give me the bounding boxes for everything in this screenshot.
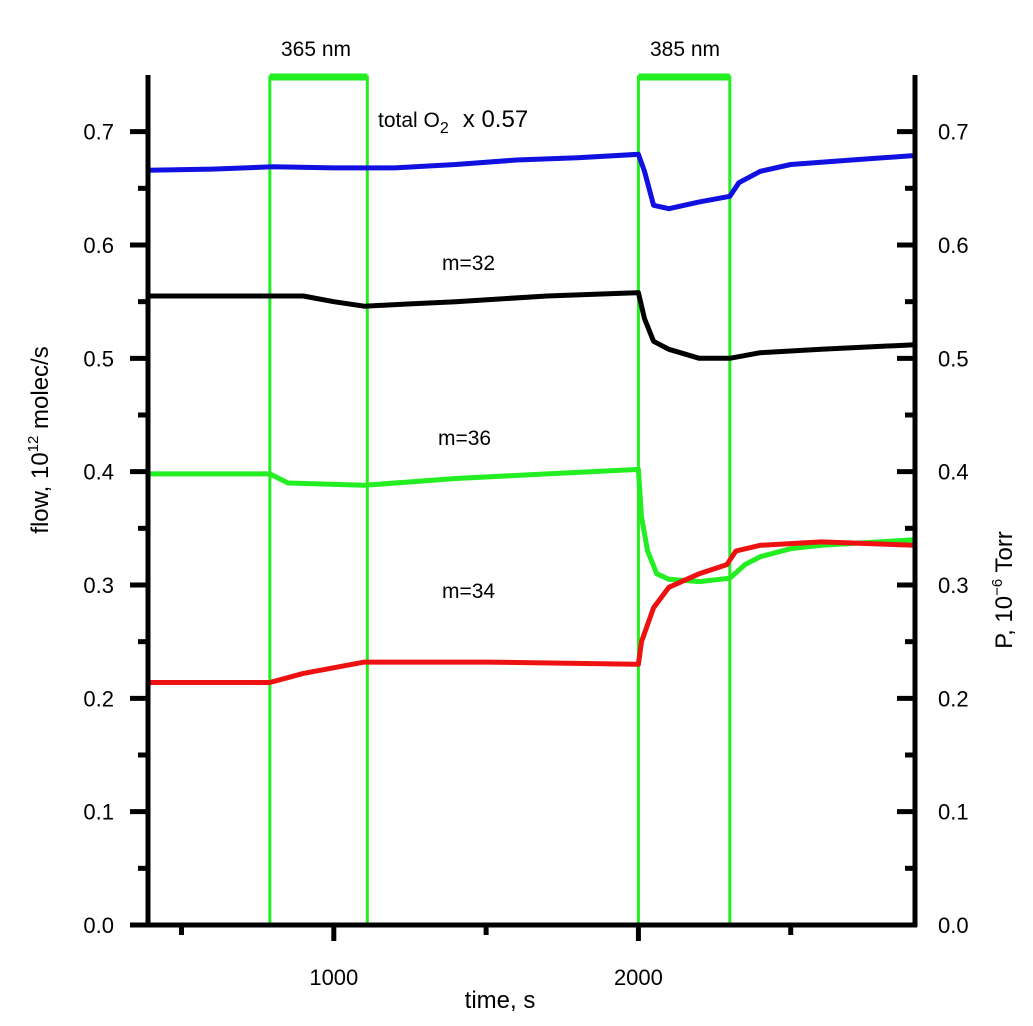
y-tick-label-0.0: 0.0: [83, 913, 114, 938]
m32-label: m=32: [442, 252, 495, 275]
series-line-total-o2-x-0-57: [147, 151, 916, 212]
y2-tick-label-0.0: 0.0: [938, 913, 969, 938]
y-tick-label-0.3: 0.3: [83, 573, 114, 598]
y2-axis-label: P, 10−6 Torr: [989, 531, 1018, 649]
series-line-m-34: [148, 539, 916, 685]
y2-tick-label-0.5: 0.5: [938, 346, 969, 371]
illum-label-385: 385 nm: [650, 38, 720, 61]
y2-tick-label-0.3: 0.3: [938, 573, 969, 598]
x-tick-label-1000: 1000: [309, 965, 358, 990]
y-tick-label-0.5: 0.5: [83, 346, 114, 371]
y-tick-label-0.4: 0.4: [83, 460, 114, 485]
series-line-m-32: [148, 290, 916, 361]
illumination-box-0: [268, 75, 369, 925]
total-o2-label: total O2 x 0.57: [378, 106, 528, 137]
m36-label: m=36: [438, 427, 491, 450]
y-tick-label-0.7: 0.7: [83, 120, 114, 145]
m34-label: m=34: [442, 580, 495, 603]
y2-tick-label-0.7: 0.7: [938, 120, 969, 145]
y-tick-label-0.6: 0.6: [83, 233, 114, 258]
y-tick-label-0.1: 0.1: [83, 800, 114, 825]
y2-tick-label-0.4: 0.4: [938, 460, 969, 485]
y2-tick-label-0.1: 0.1: [938, 800, 969, 825]
series-line-m-36: [148, 466, 916, 585]
y2-tick-label-0.2: 0.2: [938, 686, 969, 711]
x-axis-label: time, s: [465, 987, 536, 1014]
illum-label-365: 365 nm: [281, 38, 351, 61]
y2-tick-label-0.6: 0.6: [938, 233, 969, 258]
x-tick-label-2000: 2000: [614, 965, 663, 990]
y-tick-label-0.2: 0.2: [83, 686, 114, 711]
y-axis-label: flow, 1012 molec/s: [25, 346, 54, 533]
